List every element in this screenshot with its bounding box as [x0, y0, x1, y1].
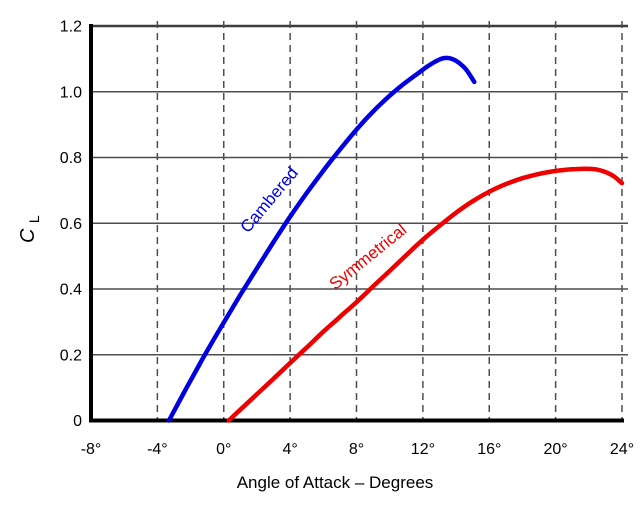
y-tick-label: 0.4 — [60, 282, 82, 299]
y-tick-label: 1.0 — [60, 84, 82, 101]
y-axis-title-main: C — [17, 228, 39, 243]
y-tick-label: 0 — [73, 413, 82, 430]
x-tick-labels: -8° -4° 0° 4° 8° 12° 16° 20° 24° — [81, 441, 634, 458]
x-tick-label: 16° — [477, 441, 501, 458]
vertical-gridlines — [156, 21, 623, 421]
y-tick-label: 0.8 — [60, 150, 82, 167]
x-tick-label: 24° — [610, 441, 634, 458]
series-label-symmetrical: Symmetrical — [326, 220, 411, 294]
horizontal-gridlines — [91, 24, 628, 356]
series-label-cambered: Cambered — [236, 163, 302, 236]
x-tick-label: 0° — [216, 441, 231, 458]
x-tick-label: 20° — [543, 441, 567, 458]
axes — [89, 24, 624, 423]
y-tick-labels: 0 0.2 0.4 0.6 0.8 1.0 1.2 — [60, 19, 82, 431]
y-axis-title: C L — [17, 215, 42, 243]
x-tick-label: 12° — [411, 441, 435, 458]
y-axis-title-subscript: L — [26, 215, 42, 223]
x-tick-label: -8° — [81, 441, 102, 458]
curves — [166, 55, 625, 423]
y-tick-label: 0.2 — [60, 347, 82, 364]
y-tick-label: 0.6 — [60, 216, 82, 233]
cambered-curve — [166, 55, 477, 423]
symmetrical-curve — [226, 166, 625, 423]
x-tick-label: 4° — [282, 441, 297, 458]
x-tick-label: 8° — [349, 441, 364, 458]
x-tick-label: -4° — [147, 441, 168, 458]
y-tick-label: 1.2 — [60, 19, 82, 36]
x-axis-title: Angle of Attack – Degrees — [237, 473, 434, 492]
